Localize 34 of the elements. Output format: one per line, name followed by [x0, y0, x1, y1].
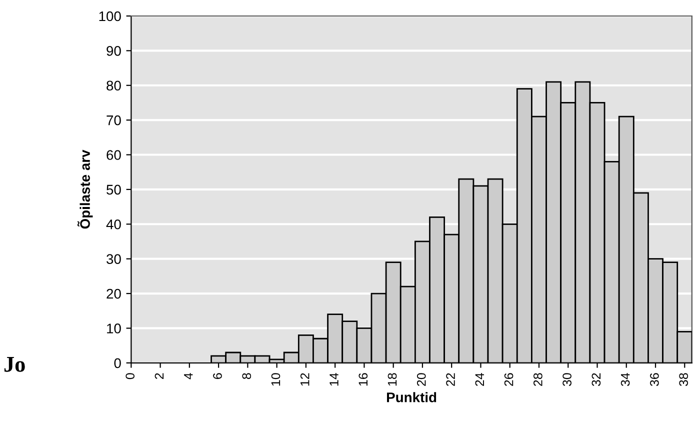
x-tick-label: 6: [213, 373, 222, 379]
x-tick-label: 8: [242, 373, 252, 380]
x-tick-label: 30: [562, 373, 572, 386]
y-tick-label: 10: [107, 324, 121, 334]
x-tick-label: 34: [620, 372, 630, 386]
y-tick-label: 40: [106, 219, 121, 230]
y-tick-label: 20: [106, 288, 121, 299]
x-tick-label: 20: [416, 373, 426, 386]
y-tick-label: 100: [99, 11, 121, 22]
x-tick-label: 32: [592, 373, 601, 386]
y-tick-label: 80: [106, 80, 121, 91]
x-tick-label: 2: [154, 373, 164, 379]
x-tick-label: 4: [184, 372, 193, 380]
x-tick-label: 22: [446, 373, 455, 386]
text: Jo: [4, 357, 25, 372]
y-tick-label: 0: [114, 358, 121, 368]
y-tick-label: 30: [106, 254, 121, 264]
x-tick-label: 16: [358, 373, 368, 386]
x-tick-label: 28: [533, 373, 542, 386]
y-tick-label: 90: [106, 46, 121, 56]
x-tick-label: 12: [300, 373, 310, 386]
y-tick-label: 60: [106, 150, 121, 160]
x-tick-label: 24: [475, 372, 484, 386]
x-tick-label: 18: [388, 373, 397, 386]
x-tick-label: 36: [650, 373, 659, 386]
x-tick-label: 10: [271, 373, 280, 386]
x-tick-label: 14: [330, 372, 338, 386]
y-tick-label: 70: [106, 115, 121, 126]
x-tick-label: 38: [679, 373, 688, 386]
x-axis-title: Punktid: [387, 392, 436, 402]
y-axis-title: Õpilaste arv: [77, 150, 93, 229]
y-tick-label: 50: [106, 184, 121, 195]
x-tick-label: 26: [504, 373, 514, 386]
x-tick-label: 0: [126, 373, 135, 380]
